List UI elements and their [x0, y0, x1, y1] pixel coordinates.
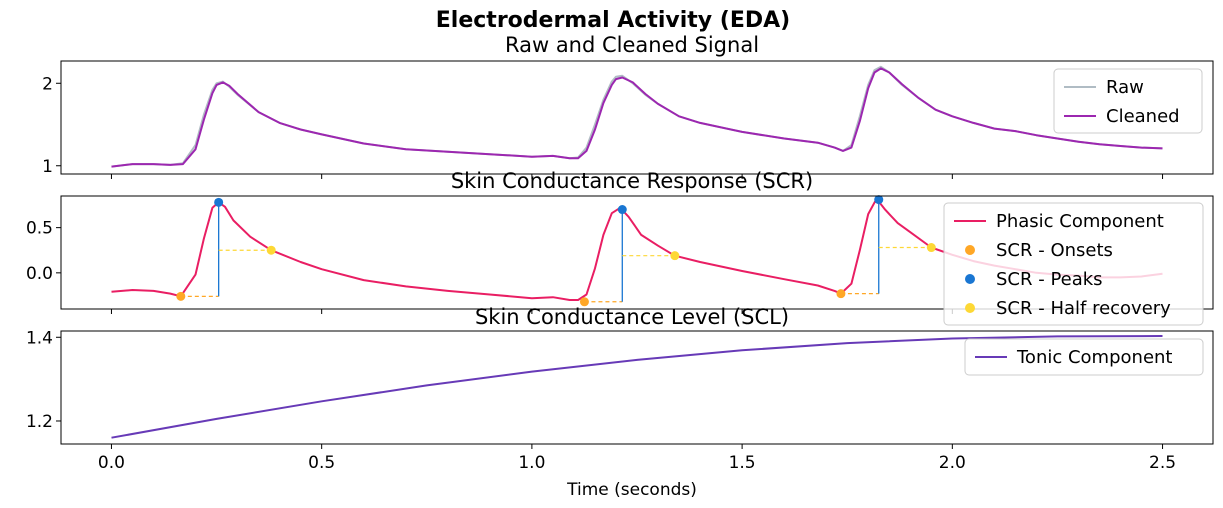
scr-onsets-legend-swatch	[965, 245, 975, 255]
phasic-component-legend-label: Phasic Component	[996, 211, 1164, 232]
xtick-label: 1.0	[518, 453, 545, 473]
scr-half-recovery-point	[266, 245, 276, 255]
scr-ytick-label: 0.0	[26, 264, 53, 284]
raw-cleaned-legend: Raw Cleaned	[1053, 68, 1203, 134]
scr-onsets-point	[579, 297, 589, 307]
scr-legend-box	[943, 202, 1204, 326]
x-axis-label: Time (seconds)	[566, 480, 697, 500]
xtick-label: 1.5	[729, 453, 756, 473]
scl-frame	[60, 330, 1214, 445]
scl-legend: Tonic Component	[964, 338, 1204, 376]
xtick-label: 0.5	[308, 453, 335, 473]
tonic-component-line	[111, 335, 1163, 439]
scr-ytick-label: 0.5	[26, 219, 53, 239]
scr-half-recovery-point	[926, 243, 936, 253]
scr-half-recovery-legend-label: SCR - Half recovery	[996, 298, 1171, 319]
raw-cleaned-frame	[60, 60, 1214, 175]
scr-onsets-point	[836, 289, 846, 299]
tonic-component-legend-label: Tonic Component	[1016, 347, 1172, 368]
cleaned-legend-label: Cleaned	[1106, 106, 1180, 127]
scr-frame	[60, 195, 1214, 310]
scl-ytick-label: 1.4	[26, 328, 53, 348]
raw-cleaned-ytick-label: 1	[42, 157, 53, 177]
raw-legend-label: Raw	[1106, 77, 1144, 98]
scr-peaks-point	[214, 197, 224, 207]
scr-panel: Skin Conductance Response (SCR) 0.0 0.5 P…	[26, 169, 1214, 326]
xtick-label: 0.0	[98, 453, 125, 473]
scr-peaks-legend-swatch	[965, 274, 975, 284]
scl-title: Skin Conductance Level (SCL)	[475, 305, 789, 329]
scr-half-recovery-legend-swatch	[965, 303, 975, 313]
xtick-label: 2.0	[939, 453, 966, 473]
scl-ytick-label: 1.2	[26, 412, 53, 432]
figure-title: Electrodermal Activity (EDA)	[436, 8, 790, 33]
scr-peaks-legend-label: SCR - Peaks	[996, 269, 1103, 290]
raw-cleaned-title: Raw and Cleaned Signal	[505, 33, 759, 57]
scl-legend-box	[964, 338, 1204, 376]
raw-cleaned-ytick-label: 2	[42, 74, 53, 94]
scr-half-recovery-point	[670, 251, 680, 261]
scr-onsets-legend-label: SCR - Onsets	[996, 240, 1113, 261]
scr-onsets-point	[176, 291, 186, 301]
scr-title: Skin Conductance Response (SCR)	[451, 169, 813, 193]
xtick-label: 2.5	[1149, 453, 1176, 473]
cleaned-line	[111, 67, 1163, 168]
scl-panel: Skin Conductance Level (SCL) 1.2 1.4 0.0 0.…	[26, 305, 1214, 473]
scr-peaks-point	[874, 195, 884, 205]
scr-legend: Phasic Component SCR - Onsets SCR - Peaks S…	[943, 202, 1204, 326]
raw-cleaned-panel: Raw and Cleaned Signal 1 2 Raw Cleaned	[42, 33, 1214, 179]
scr-peaks-point	[617, 205, 627, 215]
